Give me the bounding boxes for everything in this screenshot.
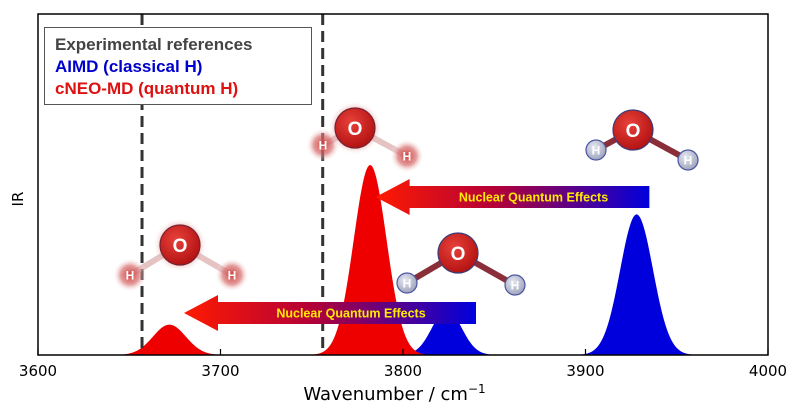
hydrogen-atom (677, 149, 699, 171)
nqe-arrow-1 (184, 295, 476, 331)
oxygen-atom (334, 107, 376, 149)
hydrogen-label: H (319, 139, 328, 153)
axes: 3600 3700 3800 3900 4000 (19, 13, 787, 380)
hydrogen-label: H (592, 144, 601, 158)
oxygen-label: O (348, 119, 363, 140)
hydrogen-label: H (403, 150, 412, 164)
x-tick-label: 3800 (384, 362, 422, 380)
legend: Experimental references AIMD (classical … (44, 27, 312, 105)
water-quantum-2: O H H (306, 101, 424, 173)
hydrogen-glow (215, 258, 249, 292)
hydrogen-glow (113, 258, 147, 292)
legend-entry-aimd: AIMD (classical H) (55, 57, 203, 76)
y-axis-label: IR (9, 191, 27, 207)
nqe-arrow-2 (375, 179, 650, 215)
hydrogen-label: H (126, 269, 135, 283)
water-quantum-1: O H H (113, 218, 249, 292)
peak-aimd-1 (381, 309, 513, 355)
arrows-layer: Nuclear Quantum Effects Nuclear Quantum E… (184, 179, 650, 331)
x-tick-label: 4000 (749, 362, 787, 380)
peak-cneo-2 (296, 165, 445, 355)
water-classical-1: O H H (396, 232, 526, 296)
hydrogen-label: H (684, 154, 693, 168)
hydrogen-atom (504, 274, 526, 296)
x-axis-label-text: Wavenumber / cm (303, 384, 468, 405)
x-tick-label: 3900 (566, 362, 604, 380)
oxygen-atom (437, 232, 479, 274)
oxygen-atom (612, 109, 654, 151)
peak-aimd-2 (562, 214, 711, 355)
oxygen-atom (159, 224, 201, 266)
nqe-arrow-label-1: Nuclear Quantum Effects (276, 307, 425, 321)
water-classical-2: O H H (585, 109, 699, 171)
hydrogen-label: H (228, 269, 237, 283)
x-tick-label: 3700 (201, 362, 239, 380)
oxygen-label: O (626, 121, 641, 142)
peaks-layer (95, 165, 711, 355)
oxygen-label: O (173, 236, 188, 257)
legend-entry-cneo: cNEO-MD (quantum H) (55, 79, 239, 98)
hydrogen-label: H (403, 277, 412, 291)
legend-entry-experimental: Experimental references (55, 35, 253, 54)
hydrogen-atom (396, 272, 418, 294)
oxygen-label: O (451, 244, 466, 265)
hydrogen-label: H (511, 279, 520, 293)
x-tick-label: 3600 (19, 362, 57, 380)
nqe-arrow-label-2: Nuclear Quantum Effects (459, 191, 608, 205)
peak-cneo-1 (95, 324, 244, 355)
hydrogen-atom (585, 139, 607, 161)
x-axis-label: Wavenumber / cm−1 (0, 382, 789, 405)
molecules-layer: O H H O H H O H H O H H (113, 101, 699, 296)
x-axis-label-sup: −1 (467, 382, 486, 396)
hydrogen-glow (390, 139, 424, 173)
